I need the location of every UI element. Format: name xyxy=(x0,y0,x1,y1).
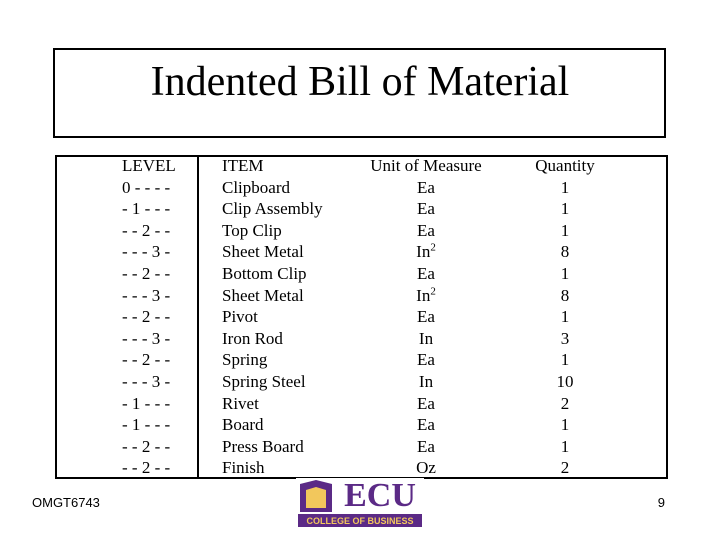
cell-quantity: 8 xyxy=(560,285,570,305)
cell-item: Sheet Metal xyxy=(222,242,304,262)
header-level: LEVEL xyxy=(122,156,176,175)
cell-quantity: 1 xyxy=(560,264,570,283)
cell-item: Board xyxy=(222,415,264,435)
cell-level: - - - 3 - xyxy=(122,285,171,305)
cell-item: Top Clip xyxy=(222,220,282,240)
cell-item: Spring xyxy=(222,350,268,370)
cell-quantity: 1 xyxy=(560,415,570,435)
cell-unit: Ea xyxy=(417,177,435,197)
title: Indented Bill of Material xyxy=(150,59,570,105)
cell-unit: In2 xyxy=(346,242,506,262)
cell-quantity: 1 xyxy=(560,220,570,240)
cell-unit: Ea xyxy=(417,199,435,219)
unit-base: In xyxy=(416,285,431,305)
cell-item: Bottom Clip xyxy=(222,264,307,283)
cell-unit: In xyxy=(418,372,434,391)
unit-base: In xyxy=(416,242,431,262)
header-unit: Unit of Measure xyxy=(370,156,482,175)
logo-text: ECU xyxy=(344,478,416,514)
cell-level: - - 2 - - xyxy=(122,220,171,240)
page-number: 9 xyxy=(657,495,665,510)
cell-quantity: 10 xyxy=(556,372,574,391)
cell-quantity: 2 xyxy=(560,458,570,478)
cell-item: Sheet Metal xyxy=(222,285,304,305)
cell-level: - - 2 - - xyxy=(122,307,171,327)
cell-level: - - - 3 - xyxy=(122,372,171,391)
logo-emblem-inner xyxy=(306,487,326,508)
cell-level: - 1 - - - xyxy=(122,393,171,413)
cell-level: - 1 - - - xyxy=(122,199,171,219)
logo-banner xyxy=(298,514,422,527)
cell-quantity: 1 xyxy=(560,307,570,327)
cell-item: Clip Assembly xyxy=(222,199,323,219)
cell-item: Iron Rod xyxy=(222,328,283,348)
cell-item: Clipboard xyxy=(222,177,290,197)
cell-level: - - 2 - - xyxy=(122,458,171,478)
cell-unit: Ea xyxy=(417,264,435,283)
cell-quantity: 1 xyxy=(560,199,570,219)
cell-item: Press Board xyxy=(222,436,304,456)
cell-unit: Ea xyxy=(417,393,435,413)
cell-unit: Oz xyxy=(416,458,436,478)
cell-unit: Ea xyxy=(417,415,435,435)
cell-unit: Ea xyxy=(417,436,435,456)
cell-quantity: 1 xyxy=(560,350,570,370)
unit-exponent: 2 xyxy=(430,284,436,297)
cell-quantity: 2 xyxy=(560,393,570,413)
cell-level: - 1 - - - xyxy=(122,415,171,435)
logo-subtext: COLLEGE OF BUSINESS xyxy=(306,516,413,526)
cell-level: - - 2 - - xyxy=(122,350,171,370)
unit-exponent: 2 xyxy=(430,241,436,254)
cell-quantity: 1 xyxy=(560,177,570,197)
cell-unit: In2 xyxy=(346,284,506,306)
cell-unit: Ea xyxy=(417,307,435,327)
cell-level: - - - 3 - xyxy=(122,328,171,348)
cell-item: Rivet xyxy=(222,393,259,413)
cell-level: - - - 3 - xyxy=(122,242,171,262)
cell-quantity: 1 xyxy=(560,436,570,456)
cell-item: Finish xyxy=(222,458,265,478)
cell-unit: In xyxy=(418,328,434,348)
course-code: OMGT6743 xyxy=(32,495,100,510)
cell-unit: Ea xyxy=(417,220,435,240)
header-item: ITEM xyxy=(222,156,264,175)
cell-quantity: 8 xyxy=(560,242,570,262)
title-box xyxy=(53,48,666,138)
column-separator xyxy=(197,155,199,477)
logo: ECU COLLEGE OF BUSINESS xyxy=(296,478,424,528)
cell-level: - - 2 - - xyxy=(122,264,171,283)
cell-unit: Ea xyxy=(417,350,435,370)
cell-item: Pivot xyxy=(222,307,258,327)
cell-item: Spring Steel xyxy=(222,372,306,391)
cell-level: - - 2 - - xyxy=(122,436,171,456)
cell-quantity: 3 xyxy=(560,328,570,348)
cell-level: 0 - - - - xyxy=(122,177,171,197)
header-quantity: Quantity xyxy=(535,156,595,175)
